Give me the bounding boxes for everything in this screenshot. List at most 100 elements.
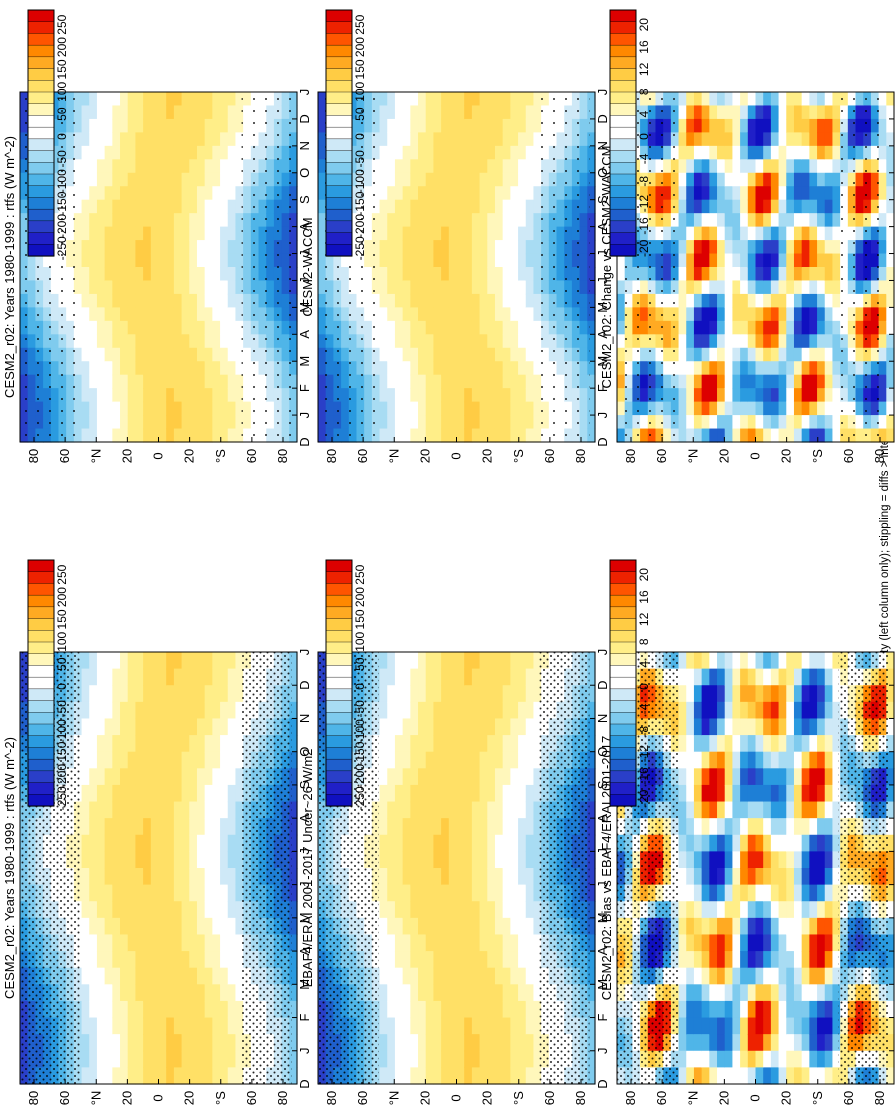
latitude-tick-label: °S bbox=[511, 1091, 526, 1105]
heatmap-cell bbox=[510, 984, 519, 1002]
colorbar-swatch bbox=[27, 723, 55, 737]
heatmap-cell bbox=[479, 834, 488, 852]
heatmap-cell bbox=[732, 851, 741, 869]
heatmap-cell bbox=[793, 1017, 803, 1035]
heatmap-cell bbox=[832, 1017, 841, 1035]
heatmap-cell bbox=[418, 868, 427, 886]
colorbar-label: -100 bbox=[55, 719, 69, 743]
heatmap-cell bbox=[693, 784, 703, 803]
heatmap-cell bbox=[724, 851, 734, 869]
heatmap-cell bbox=[135, 199, 144, 214]
heatmap-cell bbox=[518, 240, 527, 255]
heatmap-cell bbox=[732, 984, 741, 1002]
heatmap-cell bbox=[525, 361, 535, 376]
heatmap-cell bbox=[433, 428, 442, 443]
heatmap-cell bbox=[494, 307, 504, 322]
heatmap-cell bbox=[418, 415, 427, 430]
heatmap-cell bbox=[196, 967, 206, 985]
heatmap-cell bbox=[793, 834, 803, 852]
heatmap-cell bbox=[120, 718, 129, 736]
heatmap-cell bbox=[158, 374, 167, 389]
heatmap-cell bbox=[824, 851, 834, 869]
heatmap-cell bbox=[150, 1034, 160, 1052]
heatmap-cell bbox=[158, 199, 167, 214]
heatmap-cell bbox=[763, 951, 772, 969]
heatmap-cell bbox=[701, 1000, 710, 1019]
heatmap-cell bbox=[120, 118, 129, 133]
heatmap-cell bbox=[235, 293, 244, 308]
heatmap-cell bbox=[464, 280, 473, 295]
heatmap-cell bbox=[448, 307, 458, 322]
heatmap-cell bbox=[456, 92, 465, 107]
heatmap-cell bbox=[227, 307, 237, 322]
heatmap-cell bbox=[525, 668, 535, 686]
heatmap-cell bbox=[394, 718, 404, 736]
heatmap-cell bbox=[289, 818, 298, 836]
heatmap-cell bbox=[786, 834, 795, 852]
heatmap-cell bbox=[525, 984, 535, 1002]
heatmap-cell bbox=[433, 851, 442, 869]
heatmap-cell bbox=[166, 901, 175, 919]
heatmap-cell bbox=[817, 1050, 826, 1068]
heatmap-cell bbox=[410, 226, 419, 241]
heatmap-cell bbox=[104, 652, 113, 670]
heatmap-cell bbox=[410, 374, 419, 389]
heatmap-cell bbox=[96, 1000, 106, 1019]
heatmap-cell bbox=[456, 320, 465, 335]
colorbar-swatch bbox=[609, 723, 637, 737]
heatmap-cell bbox=[755, 868, 764, 886]
heatmap-cell bbox=[204, 374, 213, 389]
heatmap-cell bbox=[204, 132, 213, 147]
heatmap-cell bbox=[824, 735, 834, 753]
heatmap-cell bbox=[456, 1067, 465, 1085]
heatmap-cell bbox=[227, 818, 237, 836]
heatmap-cell bbox=[425, 347, 435, 362]
heatmap-cell bbox=[456, 159, 465, 174]
heatmap-cell bbox=[433, 253, 442, 268]
heatmap-cell bbox=[227, 984, 237, 1002]
colorbar-label: 100 bbox=[353, 631, 367, 651]
heatmap-cell bbox=[441, 951, 450, 969]
heatmap-cell bbox=[181, 145, 190, 160]
heatmap-cell bbox=[189, 213, 198, 228]
heatmap-cell bbox=[235, 118, 244, 133]
heatmap-cell bbox=[701, 1067, 710, 1085]
heatmap-cell bbox=[379, 768, 388, 786]
latitude-tick-label: 80 bbox=[26, 1091, 41, 1105]
heatmap-cell bbox=[189, 267, 198, 282]
heatmap-cell bbox=[533, 718, 542, 736]
heatmap-cell bbox=[220, 1067, 229, 1085]
heatmap-cell bbox=[196, 240, 206, 255]
heatmap-cell bbox=[112, 92, 121, 107]
heatmap-cell bbox=[502, 267, 511, 282]
heatmap-cell bbox=[709, 685, 718, 703]
heatmap-cell bbox=[394, 784, 404, 803]
heatmap-cell bbox=[418, 92, 427, 107]
heatmap-cell bbox=[701, 967, 710, 985]
heatmap-cell bbox=[189, 280, 198, 295]
heatmap-cell bbox=[494, 186, 504, 201]
heatmap-cell bbox=[227, 784, 237, 803]
heatmap-cell bbox=[410, 280, 419, 295]
heatmap-cell bbox=[135, 361, 144, 376]
heatmap-cell bbox=[763, 668, 772, 686]
heatmap-cell bbox=[120, 951, 129, 969]
heatmap-cell bbox=[181, 320, 190, 335]
heatmap-cell bbox=[394, 834, 404, 852]
heatmap-cell bbox=[289, 159, 298, 174]
heatmap-cell bbox=[678, 652, 687, 670]
heatmap-cell bbox=[81, 374, 90, 389]
heatmap-cell bbox=[770, 718, 780, 736]
month-tick-label: F bbox=[297, 384, 312, 392]
heatmap-cell bbox=[471, 652, 481, 670]
colorbar-swatch bbox=[27, 747, 55, 760]
heatmap-cell bbox=[150, 901, 160, 919]
heatmap-cell bbox=[817, 917, 826, 936]
heatmap-cell bbox=[832, 668, 841, 686]
heatmap-cell bbox=[150, 361, 160, 376]
heatmap-cell bbox=[693, 1050, 703, 1068]
heatmap-cell bbox=[135, 768, 144, 786]
heatmap-cell bbox=[104, 388, 113, 403]
heatmap-cell bbox=[471, 307, 481, 322]
heatmap-cell bbox=[104, 415, 113, 430]
